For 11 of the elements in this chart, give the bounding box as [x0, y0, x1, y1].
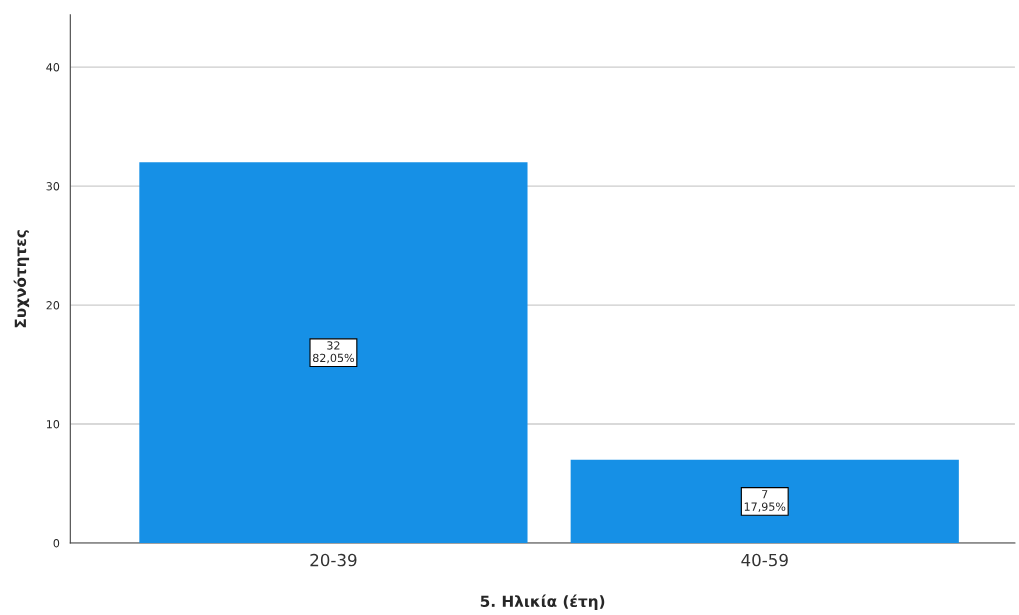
data-label: 32 82,05% [312, 341, 354, 364]
y-tick-label: 10 [46, 420, 60, 429]
x-tick-label: 40-59 [741, 553, 788, 567]
y-tick-label: 40 [46, 63, 60, 72]
x-tick-label: 20-39 [310, 553, 357, 567]
y-tick-label: 0 [53, 539, 60, 548]
y-tick-label: 20 [46, 301, 60, 310]
x-axis-title: 5. Ηλικία (έτη) [480, 594, 605, 610]
y-axis-title: Συχνότητες [13, 230, 30, 328]
y-tick-label: 30 [46, 182, 60, 191]
data-label: 7 17,95% [744, 490, 786, 512]
